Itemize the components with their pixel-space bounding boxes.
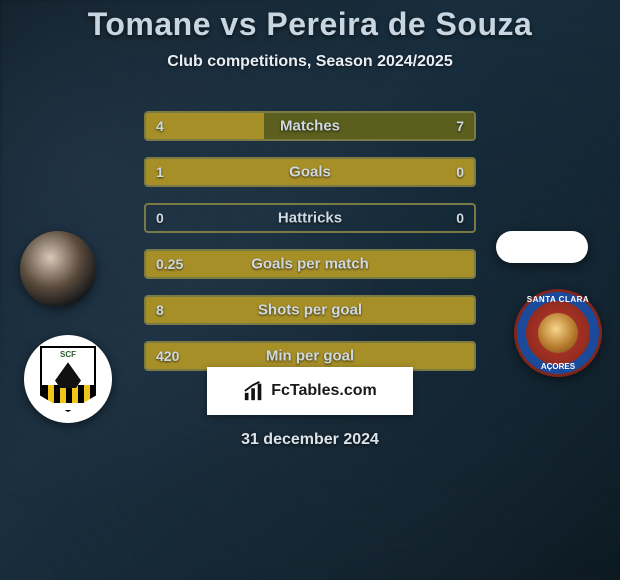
stat-left-value: 1: [156, 164, 164, 180]
footer-brand-badge: FcTables.com: [207, 367, 413, 415]
player-right-avatar: [496, 231, 588, 263]
club-right-top-text: SANTA CLARA: [514, 295, 602, 304]
stripes-icon: [42, 385, 94, 403]
stat-row: 0.25 Goals per match: [144, 249, 476, 279]
stat-label: Goals: [289, 164, 331, 181]
stat-row: 4 7 Matches: [144, 111, 476, 141]
stat-left-value: 4: [156, 118, 164, 134]
player-left-avatar: [20, 231, 96, 307]
stat-left-value: 420: [156, 348, 179, 364]
stat-left-value: 8: [156, 302, 164, 318]
stat-label: Matches: [280, 118, 340, 135]
stat-row: 8 Shots per goal: [144, 295, 476, 325]
stat-label: Goals per match: [251, 256, 369, 273]
stat-row: 1 0 Goals: [144, 157, 476, 187]
club-left-badge: [24, 335, 112, 423]
stat-left-value: 0.25: [156, 256, 183, 272]
chart-icon: [243, 380, 265, 402]
stat-bars: 4 7 Matches 1 0 Goals 0 0 Hattricks 0.25 Goals per…: [144, 111, 476, 387]
stat-left-value: 0: [156, 210, 164, 226]
eagle-icon: [538, 313, 578, 353]
infographic: Tomane vs Pereira de Souza Club competit…: [0, 0, 620, 580]
club-right-badge: SANTA CLARA AÇORES: [514, 289, 602, 377]
stat-right-value: 0: [456, 164, 464, 180]
footer-brand-text: FcTables.com: [271, 382, 377, 400]
club-right-bottom-text: AÇORES: [514, 362, 602, 371]
stat-label: Hattricks: [278, 210, 342, 227]
stat-label: Shots per goal: [258, 302, 362, 319]
stat-right-value: 7: [456, 118, 464, 134]
page-title: Tomane vs Pereira de Souza: [0, 6, 620, 43]
stat-right-value: 0: [456, 210, 464, 226]
stat-row: 0 0 Hattricks: [144, 203, 476, 233]
ring-icon: [517, 292, 599, 374]
subtitle: Club competitions, Season 2024/2025: [0, 53, 620, 71]
date-label: 31 december 2024: [0, 431, 620, 449]
stat-label: Min per goal: [266, 348, 354, 365]
shield-icon: [40, 346, 96, 412]
